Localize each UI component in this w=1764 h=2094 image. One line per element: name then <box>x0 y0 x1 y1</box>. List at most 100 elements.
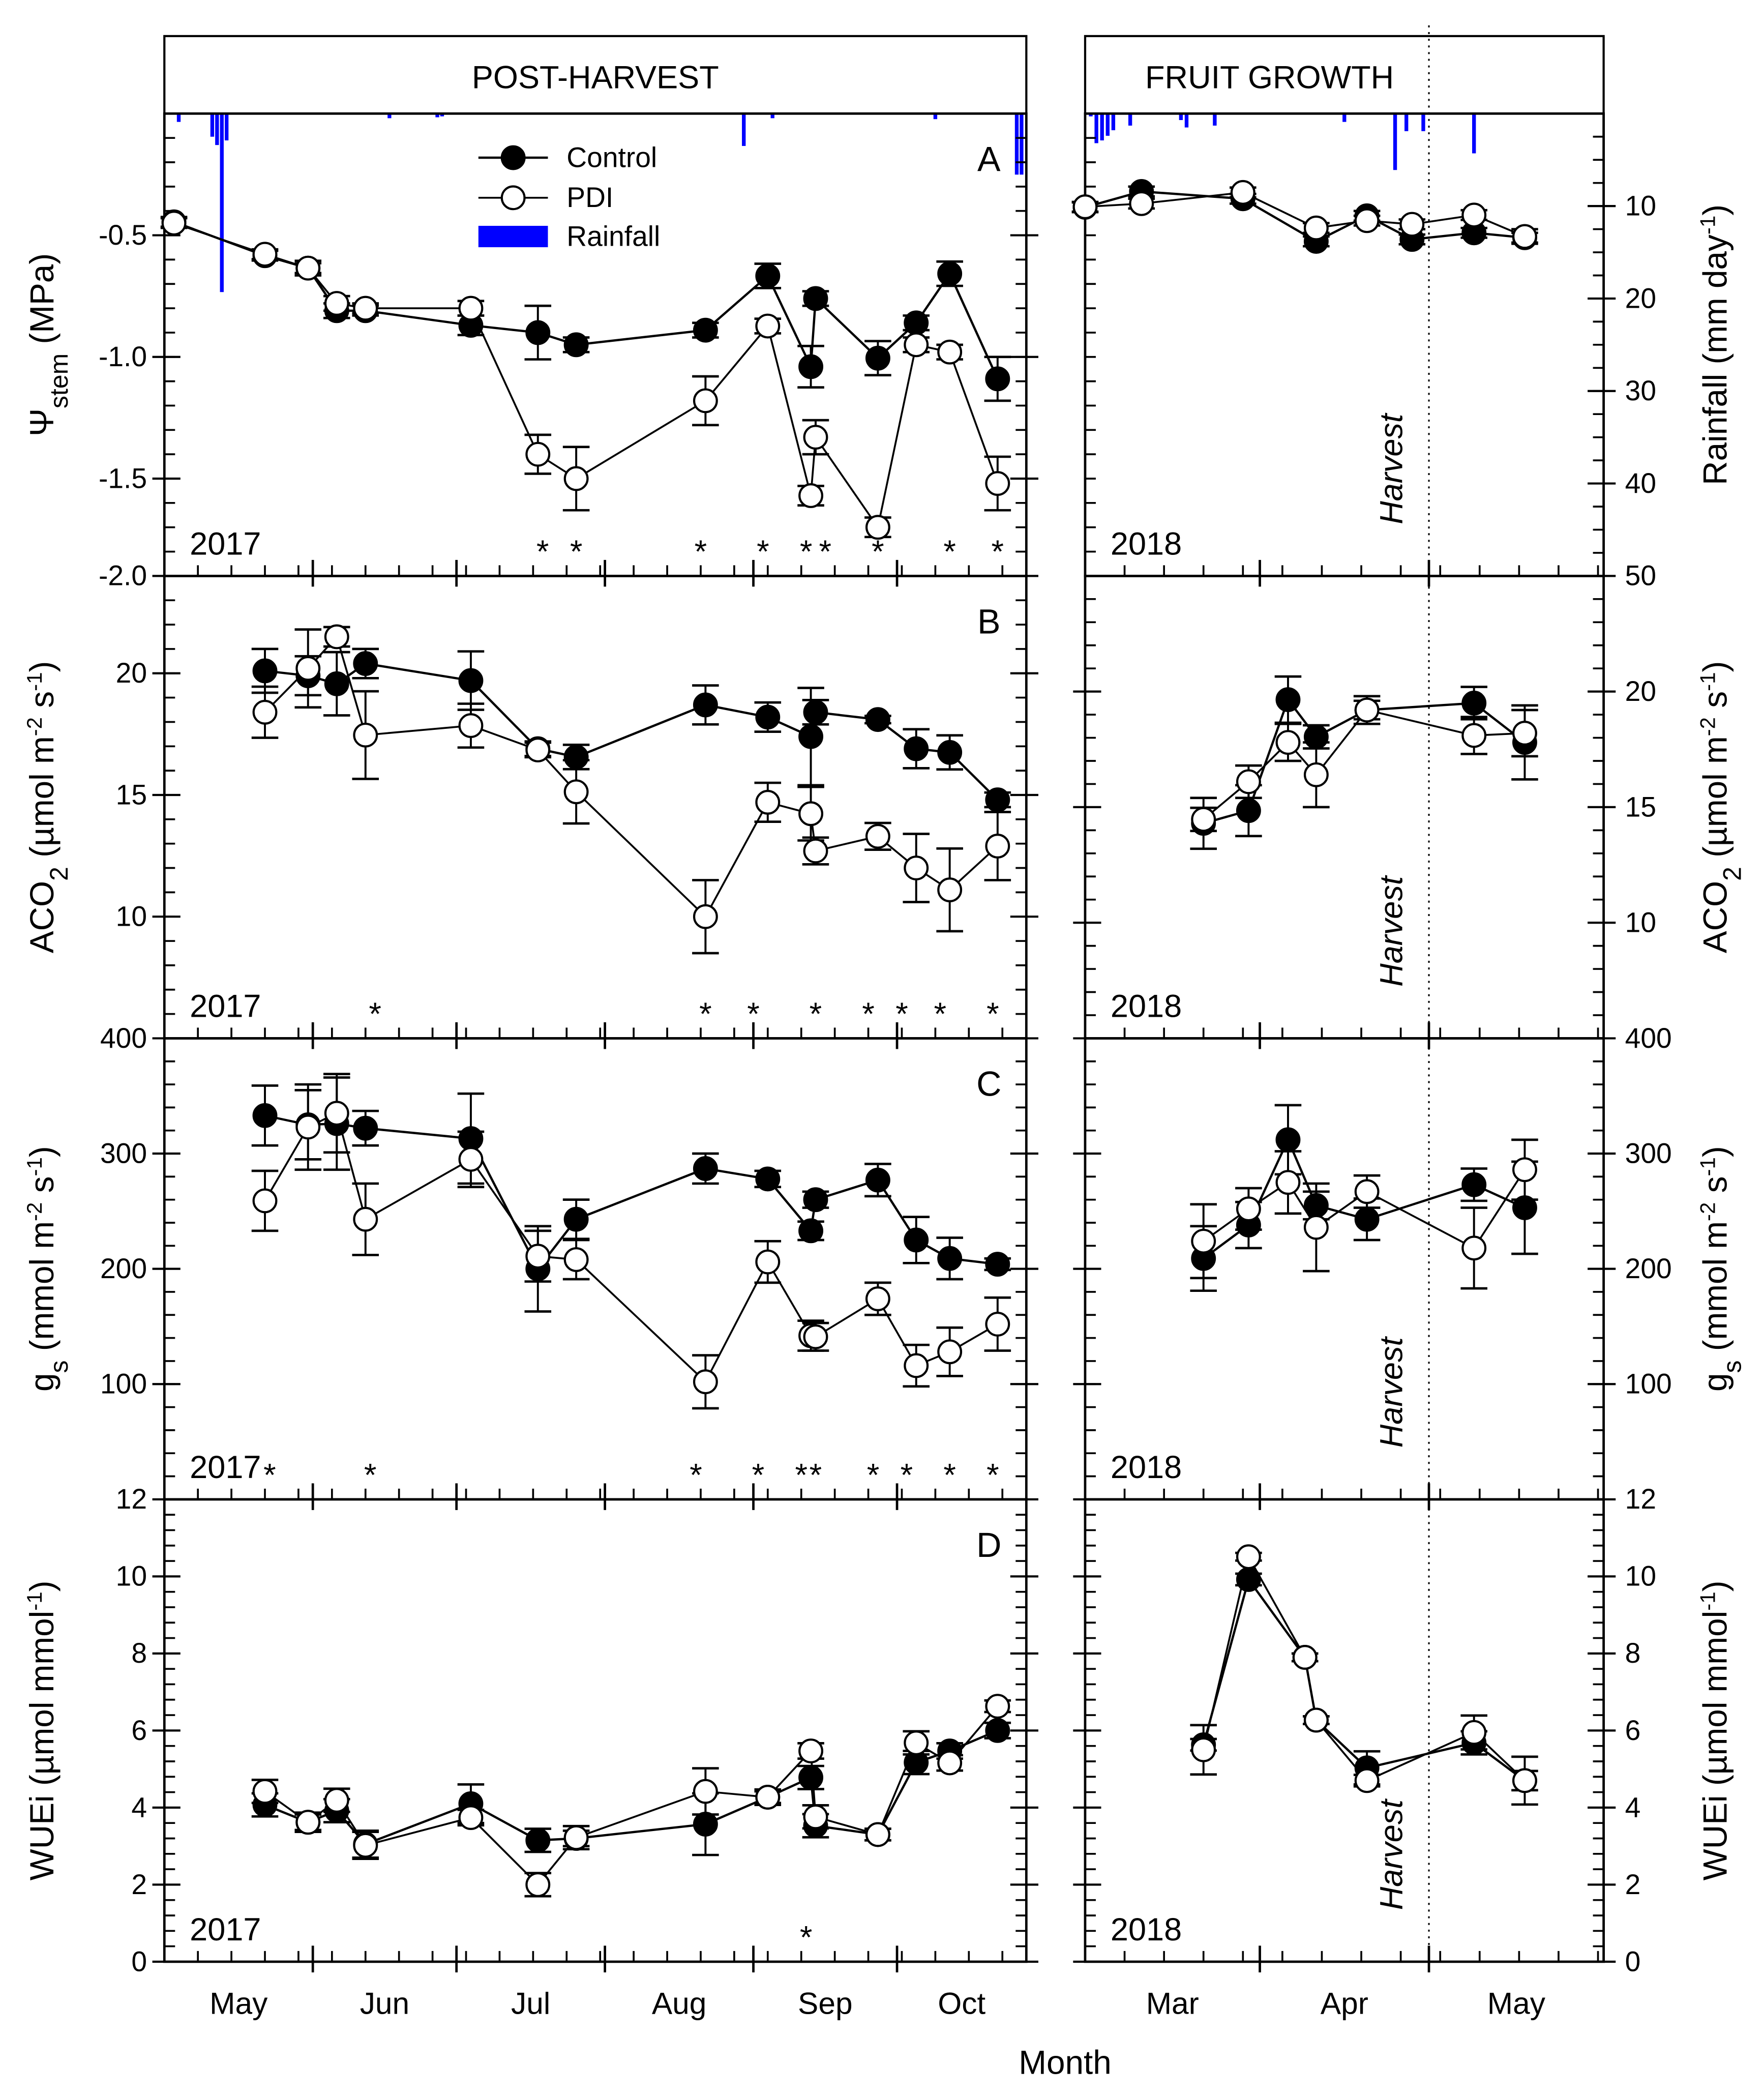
rainfall-bar <box>176 113 181 122</box>
pdi-marker <box>904 856 929 880</box>
control-marker <box>252 1103 278 1128</box>
y-tick-label: 100 <box>100 1368 147 1400</box>
pdi-marker <box>1236 769 1261 794</box>
pdi-marker <box>295 656 321 681</box>
y-axis-title: Ψstem (MPa) <box>23 253 73 436</box>
pdi-marker <box>985 1694 1010 1719</box>
axis-title-part: -2 <box>1695 717 1719 736</box>
pdi-marker <box>1512 224 1537 249</box>
significance-asterisk: * <box>800 1920 813 1956</box>
control-marker <box>865 1167 890 1193</box>
panel-frame <box>1084 112 1605 577</box>
significance-asterisk: * <box>800 534 813 570</box>
control-marker <box>798 1218 823 1244</box>
pdi-marker <box>937 1750 963 1776</box>
significance-asterisk: * <box>747 996 760 1032</box>
year-label: 2017 <box>190 1450 261 1485</box>
panel-letter: A <box>977 140 1001 179</box>
pdi-marker <box>904 1730 929 1756</box>
pdi-marker <box>865 1286 890 1311</box>
month-label: Aug <box>652 1986 707 2020</box>
axis-title-part: -1 <box>22 1591 46 1610</box>
pdi-marker <box>693 1779 718 1804</box>
post-harvest-column: POST-HARVEST -0.5 -1.0 -1.5 -2.0 Ψstem (MPa) A… <box>22 35 1038 2020</box>
y-axis-title: WUEi (µmol mmol-1) <box>1695 1581 1734 1881</box>
month-label: Jun <box>360 1986 409 2020</box>
axis-title-part: WUEi (µmol mmol <box>1696 1611 1733 1880</box>
axis-title-part: ACO <box>23 881 61 953</box>
pdi-marker <box>525 738 551 762</box>
pdi-marker <box>1303 215 1329 241</box>
panel-frame <box>163 575 1028 1040</box>
axis-title-part: (µmol m <box>23 736 61 867</box>
control-marker <box>803 1187 828 1213</box>
pdi-marker <box>252 699 278 725</box>
y-tick-label: 8 <box>1625 1637 1641 1669</box>
axis-title-part: g <box>1696 1373 1733 1392</box>
pdi-marker <box>865 1822 890 1847</box>
pdi-marker <box>324 1101 349 1126</box>
control-marker <box>525 320 551 345</box>
rainfall-bar <box>1421 113 1425 131</box>
y-axis-title: Rainfall (mm day-1) <box>1695 204 1734 485</box>
axis-title-part: s <box>45 1361 73 1373</box>
y-tick-label: 10 <box>116 1560 147 1592</box>
year-label: 2018 <box>1111 526 1182 562</box>
control-marker <box>798 1765 823 1790</box>
pdi-marker <box>295 255 321 281</box>
y-tick-label: 10 <box>116 901 147 932</box>
pdi-marker <box>937 339 963 365</box>
rainfall-bar <box>1089 113 1093 116</box>
control-marker <box>693 1156 718 1181</box>
y-tick-label: 20 <box>1625 675 1656 707</box>
panel-letter: B <box>977 602 1001 641</box>
significance-asterisk: * <box>263 1458 276 1493</box>
pdi-marker <box>937 877 963 903</box>
axis-title-part: ACO <box>1696 881 1733 953</box>
panel-fruit-0: 10 20 30 40 50 Rainfall (mm day-1) 2018 Harvest <box>1071 112 1734 592</box>
pdi-marker <box>458 1805 484 1831</box>
rainfall-bar <box>224 113 229 141</box>
significance-asterisk: * <box>690 1458 702 1493</box>
y-tick-label: 20 <box>116 657 147 689</box>
rainfall-bar <box>1404 113 1409 131</box>
pdi-marker <box>937 1339 963 1365</box>
axis-title-part: -1 <box>22 672 46 691</box>
rainfall-bar <box>1472 113 1476 154</box>
significance-asterisk: * <box>695 534 707 570</box>
y-axis-title: gs (mmol m-2 s-1) <box>1695 1146 1747 1392</box>
axis-title-part: -1 <box>1695 1591 1719 1610</box>
rainfall-bar <box>933 113 938 120</box>
axis-title-part: -2 <box>22 1202 46 1221</box>
rainfall-bar <box>387 113 392 119</box>
harvest-label: Harvest <box>1373 412 1409 524</box>
pdi-marker <box>693 904 718 929</box>
axis-title-part: -2 <box>1695 1202 1719 1221</box>
rainfall-bar <box>1393 113 1397 170</box>
pdi-marker <box>1191 807 1216 832</box>
axis-title-part: WUEi (µmol mmol <box>23 1611 61 1880</box>
axis-title-part: s <box>23 1176 61 1202</box>
legend-label: PDI <box>566 182 613 213</box>
pdi-marker <box>1275 1170 1301 1195</box>
control-marker <box>1236 798 1261 823</box>
control-marker <box>865 345 890 371</box>
pdi-marker <box>458 713 484 739</box>
x-axis-title: Month <box>1019 2044 1112 2081</box>
month-label: May <box>1487 1986 1546 2020</box>
section-header: POST-HARVEST <box>472 60 719 95</box>
rainfall-bar <box>1105 113 1110 136</box>
control-marker <box>1354 1206 1380 1232</box>
axis-title-part: (MPa) <box>23 253 61 353</box>
y-tick-label: 12 <box>116 1483 147 1515</box>
y-tick-label: 4 <box>1625 1791 1641 1823</box>
significance-asterisk: * <box>752 1458 765 1493</box>
panel-letter: D <box>976 1526 1001 1565</box>
control-marker <box>798 724 823 749</box>
pdi-marker <box>563 779 589 805</box>
legend-label: Control <box>566 141 657 173</box>
control-marker <box>1236 1567 1261 1592</box>
pdi-marker <box>1354 697 1380 723</box>
